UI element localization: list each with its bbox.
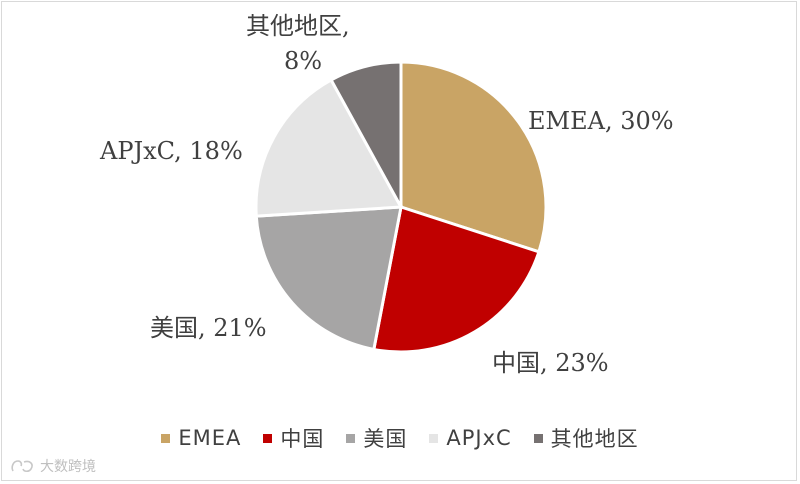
label-other-line1: 其他地区, [246,12,350,40]
legend-label-apjxc: APJxC [446,426,512,450]
legend-item-apjxc: APJxC [429,426,511,450]
label-china: 中国, 23% [492,349,609,377]
label-usa: 美国, 21% [150,314,267,342]
legend-swatch-apjxc [429,433,439,443]
pie-chart: EMEA, 30% 中国, 23% 美国, 21% APJxC, 18% 其他地… [99,12,674,377]
legend: EMEA 中国 美国 APJxC 其他地区 [0,423,800,453]
pie-slice-china [372,205,541,354]
legend-item-usa: 美国 [346,423,407,453]
legend-item-other: 其他地区 [533,423,639,453]
pie-slice-emea [399,60,548,254]
label-other-line2: 8% [284,47,322,75]
pie-slice-usa [254,205,403,352]
pie-slice-other [329,60,403,208]
watermark-logo-icon [11,460,33,473]
legend-swatch-other [533,433,543,443]
pie-slices [254,60,548,354]
label-emea: EMEA, 30% [528,107,674,135]
legend-label-china: 中国 [280,427,325,451]
legend-swatch-usa [346,433,356,443]
watermark-text: 大数跨境 [40,459,96,475]
legend-item-china: 中国 [263,423,324,453]
legend-swatch-china [263,433,273,443]
legend-label-usa: 美国 [363,427,408,451]
label-apjxc: APJxC, 18% [99,137,243,165]
legend-swatch-emea [161,433,171,443]
legend-label-emea: EMEA [178,426,242,450]
watermark: 大数跨境 [10,456,96,476]
legend-item-emea: EMEA [161,426,241,450]
pie-slice-apjxc [254,77,404,218]
legend-label-other: 其他地区 [550,427,639,451]
